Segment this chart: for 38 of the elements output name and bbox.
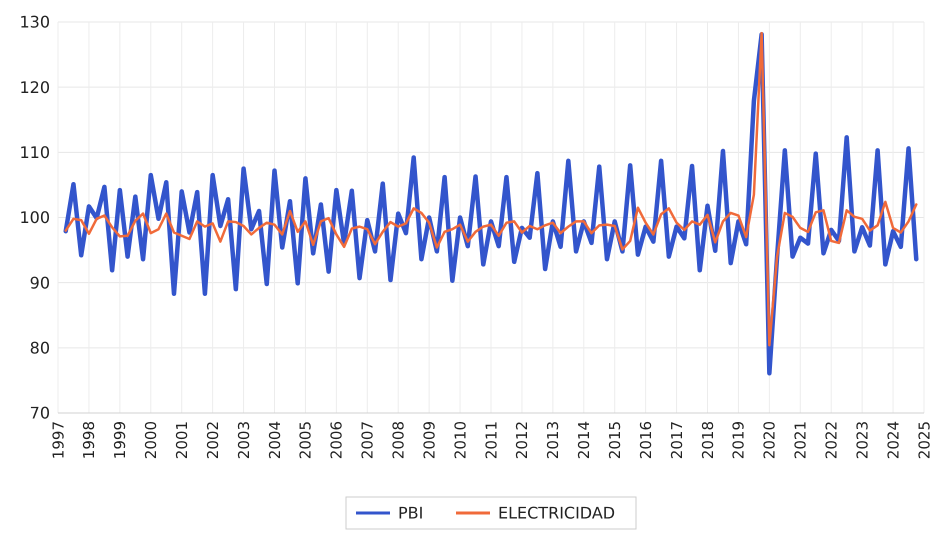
x-tick-label: 2014 [575,421,594,460]
y-tick-label: 120 [19,78,50,97]
y-tick-label: 70 [30,404,50,423]
x-tick-label: 2004 [266,421,284,460]
x-tick-label: 2009 [420,421,438,460]
x-tick-label: 1998 [80,421,98,460]
y-tick-label: 130 [19,12,50,32]
x-tick-label: 2010 [451,421,470,460]
x-tick-label: 1997 [49,421,68,460]
x-tick-label: 2001 [172,421,191,460]
x-tick-label: 2021 [792,421,810,460]
x-tick-label: 2006 [328,421,346,460]
x-tick-label: 2002 [204,421,222,460]
x-tick-label: 2013 [544,421,562,460]
x-tick-label: 2023 [853,421,872,460]
x-tick-label: 2011 [482,421,500,460]
y-tick-label: 90 [30,273,50,292]
legend-label: PBI [398,504,424,523]
x-tick-label: 2024 [884,421,902,460]
x-tick-label: 2018 [698,421,717,460]
x-tick-label: 1999 [111,421,130,460]
x-tick-label: 2000 [142,421,160,460]
x-tick-label: 2016 [636,421,655,460]
x-tick-label: 2020 [760,421,779,460]
y-tick-label: 110 [19,142,50,162]
x-tick-label: 2015 [606,421,624,460]
x-tick-label: 2025 [915,421,934,460]
x-tick-label: 2003 [234,421,253,460]
x-tick-label: 2019 [730,421,748,460]
x-tick-label: 2007 [358,421,377,460]
x-tick-label: 2012 [513,421,532,460]
x-tick-label: 2017 [668,421,686,460]
legend-label: ELECTRICIDAD [498,504,616,523]
y-tick-label: 100 [19,208,50,228]
x-tick-label: 2022 [822,421,840,460]
x-tick-label: 2005 [296,421,315,460]
x-tick-label: 2008 [389,421,408,460]
y-tick-label: 80 [30,338,50,358]
